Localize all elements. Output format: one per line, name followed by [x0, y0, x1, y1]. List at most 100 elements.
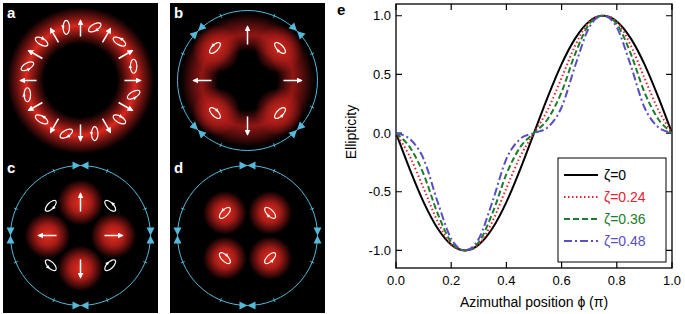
ellipse-arrow — [41, 114, 46, 119]
polarization-ellipse — [22, 88, 30, 102]
y-tick-label: 0.0 — [373, 126, 391, 141]
field-arrow — [194, 80, 212, 82]
circle-tick — [274, 14, 276, 18]
ellipse — [208, 41, 222, 55]
circle-tick — [220, 169, 222, 173]
legend-label: ζ=0.24 — [604, 189, 646, 205]
y-tick-label: 1.0 — [373, 8, 391, 23]
ellipse — [208, 106, 222, 120]
ellipse — [44, 199, 58, 213]
field-arrow — [51, 29, 59, 43]
ellipse — [103, 199, 117, 213]
polarization-ellipse — [206, 39, 222, 55]
y-tick — [396, 15, 672, 16]
converging-arrows — [190, 23, 207, 40]
polarization-ellipse — [273, 106, 289, 122]
x-tick-label: 0.0 — [387, 273, 405, 288]
panel-label: d — [174, 159, 183, 176]
intensity-lobe — [58, 180, 104, 226]
field-arrow — [105, 235, 123, 237]
ellipse — [273, 41, 287, 55]
ellipse-arrow — [94, 28, 99, 33]
ellipse — [24, 88, 30, 102]
converging-arrows — [190, 122, 207, 139]
polarization-ellipse — [103, 197, 119, 213]
ellipse — [63, 20, 69, 34]
singularity — [240, 302, 256, 310]
y-tick-label: -1.0 — [369, 243, 391, 258]
ellipse-arrow — [46, 265, 51, 270]
ellipse — [273, 106, 287, 120]
circle-tick — [310, 208, 314, 210]
singularity — [190, 23, 207, 40]
intensity-lobe — [192, 25, 240, 73]
circle-tick — [220, 298, 222, 302]
polarization-ellipse — [126, 88, 142, 102]
field-arrow — [284, 80, 302, 82]
ellipse-arrow — [22, 93, 26, 97]
circle-tick — [107, 169, 109, 173]
circle-tick — [53, 169, 55, 173]
circle-tick — [220, 14, 222, 18]
polarization-ellipse — [216, 204, 232, 220]
intensity-lobe — [25, 213, 71, 259]
field-arrow — [21, 80, 37, 82]
singularity — [73, 302, 89, 310]
field-arrow — [80, 125, 82, 141]
ellipse — [34, 113, 49, 126]
singularity — [7, 228, 15, 244]
converging-arrows — [240, 302, 256, 310]
converging-arrows — [7, 228, 15, 244]
singularity — [289, 23, 306, 40]
field-arrow — [119, 103, 133, 111]
intensity-lobe — [203, 236, 247, 280]
circle-tick — [310, 262, 314, 264]
field-arrow — [29, 103, 43, 111]
ellipse-arrow — [225, 253, 230, 258]
ellipse — [34, 35, 49, 48]
intensity-lobe — [255, 25, 303, 73]
intensity-lobe — [248, 191, 292, 235]
circle-tick — [274, 298, 276, 302]
converging-arrows — [147, 228, 155, 244]
intensity-ring — [5, 5, 157, 157]
circle-tick — [220, 143, 222, 147]
ellipse — [218, 251, 232, 265]
ellipse-arrow — [128, 64, 132, 68]
legend-label: ζ=0 — [604, 167, 626, 183]
polarization-ellipse — [208, 104, 224, 120]
y-tick — [396, 74, 672, 75]
converging-arrows — [289, 23, 306, 40]
ellipse — [218, 206, 232, 220]
panel-background — [170, 3, 325, 158]
circle-tick — [14, 262, 18, 264]
ellipse-arrow — [210, 43, 215, 48]
x-tick — [451, 4, 452, 268]
polarization-ellipse — [271, 41, 287, 57]
circle-tick — [310, 53, 314, 55]
ellipse-arrow — [119, 36, 124, 41]
ellipse — [20, 60, 35, 73]
ellipse — [130, 59, 136, 73]
field-arrow — [103, 119, 111, 133]
polarization-ellipse — [112, 34, 128, 48]
ellipse-arrow — [133, 95, 138, 100]
field-arrow — [125, 80, 141, 82]
circle-tick — [181, 262, 185, 264]
intensity-ring — [174, 7, 322, 155]
singularity — [174, 228, 182, 244]
ellipse — [112, 113, 127, 126]
polarization-ellipse — [87, 21, 103, 35]
panel-a: a — [3, 3, 158, 158]
circle-tick — [143, 208, 147, 210]
legend-label: ζ=0.48 — [604, 233, 646, 249]
legend-label: ζ=0.36 — [604, 211, 646, 227]
circle-tick — [53, 298, 55, 302]
panel-label: a — [7, 4, 16, 21]
circle-tick — [181, 107, 185, 109]
series-line — [396, 16, 672, 251]
plot-frame — [396, 4, 672, 268]
circle-path — [178, 11, 318, 151]
ellipse-arrow — [110, 201, 115, 206]
polarization-ellipse — [128, 59, 136, 73]
